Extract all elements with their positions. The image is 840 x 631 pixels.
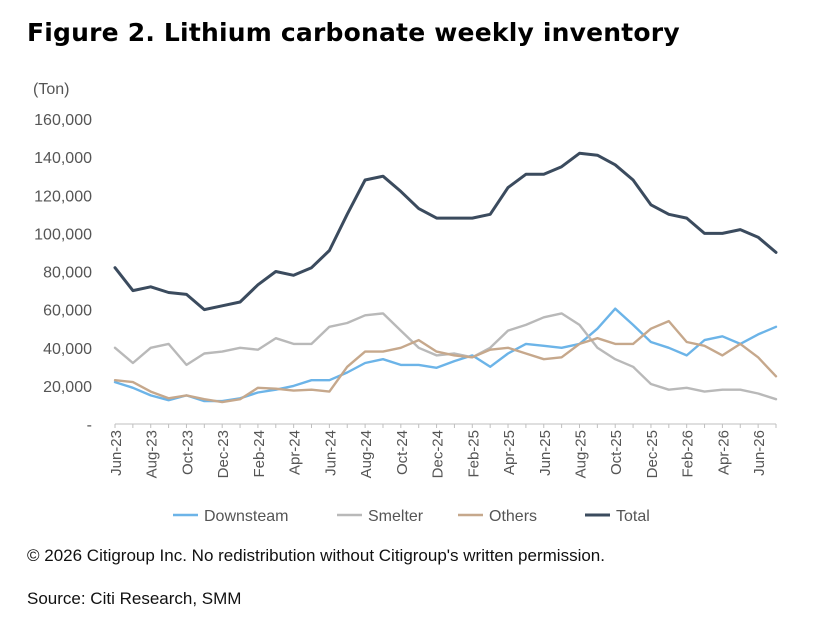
x-tick-label: Apr-24 xyxy=(287,430,304,475)
legend: Downsteam Smelter Others Total xyxy=(173,508,650,525)
legend-label-others: Others xyxy=(489,508,537,525)
x-tick-label: Jun-25 xyxy=(537,430,554,476)
series-lines xyxy=(113,151,778,404)
source-note: Source: Citi Research, SMM xyxy=(27,589,242,608)
series-line-others xyxy=(113,319,778,404)
y-tick-label: 120,000 xyxy=(34,188,92,205)
inventory-line-chart: (Ton) - 20,000 40,000 60,000 80,000 100,000 12… xyxy=(33,81,778,525)
y-tick-label: 20,000 xyxy=(43,379,92,396)
y-tick-label: 100,000 xyxy=(34,226,92,243)
x-tick-label: Aug-25 xyxy=(572,430,589,478)
x-tick-label: Oct-23 xyxy=(179,430,196,475)
y-tick-label: 60,000 xyxy=(43,303,92,320)
y-tick-label: - xyxy=(87,417,92,434)
legend-label-total: Total xyxy=(616,508,650,525)
x-tick-label: Aug-24 xyxy=(358,430,375,478)
y-axis-ticks: - 20,000 40,000 60,000 80,000 100,000 120,000 1… xyxy=(34,112,92,434)
x-tick-label: Jun-23 xyxy=(108,430,125,476)
x-tick-label: Feb-25 xyxy=(465,430,482,478)
copyright-note: © 2026 Citigroup Inc. No redistribution … xyxy=(27,546,605,565)
x-tick-label: Dec-25 xyxy=(644,430,661,478)
x-tick-label: Aug-23 xyxy=(144,430,161,478)
x-tick-label: Feb-26 xyxy=(680,430,697,478)
page-title: Figure 2. Lithium carbonate weekly inven… xyxy=(27,18,680,47)
x-tick-label: Oct-24 xyxy=(394,430,411,475)
y-tick-label: 40,000 xyxy=(43,341,92,358)
y-tick-label: 140,000 xyxy=(34,150,92,167)
y-tick-label: 160,000 xyxy=(34,112,92,129)
x-tick-label: Jun-26 xyxy=(751,430,768,476)
x-tick-label: Oct-25 xyxy=(608,430,625,475)
x-tick-label: Apr-25 xyxy=(501,430,518,475)
y-tick-label: 80,000 xyxy=(43,265,92,282)
x-tick-label: Dec-23 xyxy=(215,430,232,478)
legend-label-smelter: Smelter xyxy=(368,508,424,525)
series-line-smelter xyxy=(113,312,778,401)
x-tick-label: Dec-24 xyxy=(430,430,447,478)
x-tick-label: Apr-26 xyxy=(715,430,732,475)
x-tick-label: Jun-24 xyxy=(322,430,339,476)
x-tick-label: Feb-24 xyxy=(251,430,268,478)
legend-label-downsteam: Downsteam xyxy=(204,508,288,525)
x-axis: Jun-23 Aug-23 Oct-23 Dec-23 Feb-24 Apr-24 Jun-… xyxy=(108,423,777,478)
series-line-total xyxy=(113,151,778,312)
y-axis-unit-label: (Ton) xyxy=(33,81,69,98)
